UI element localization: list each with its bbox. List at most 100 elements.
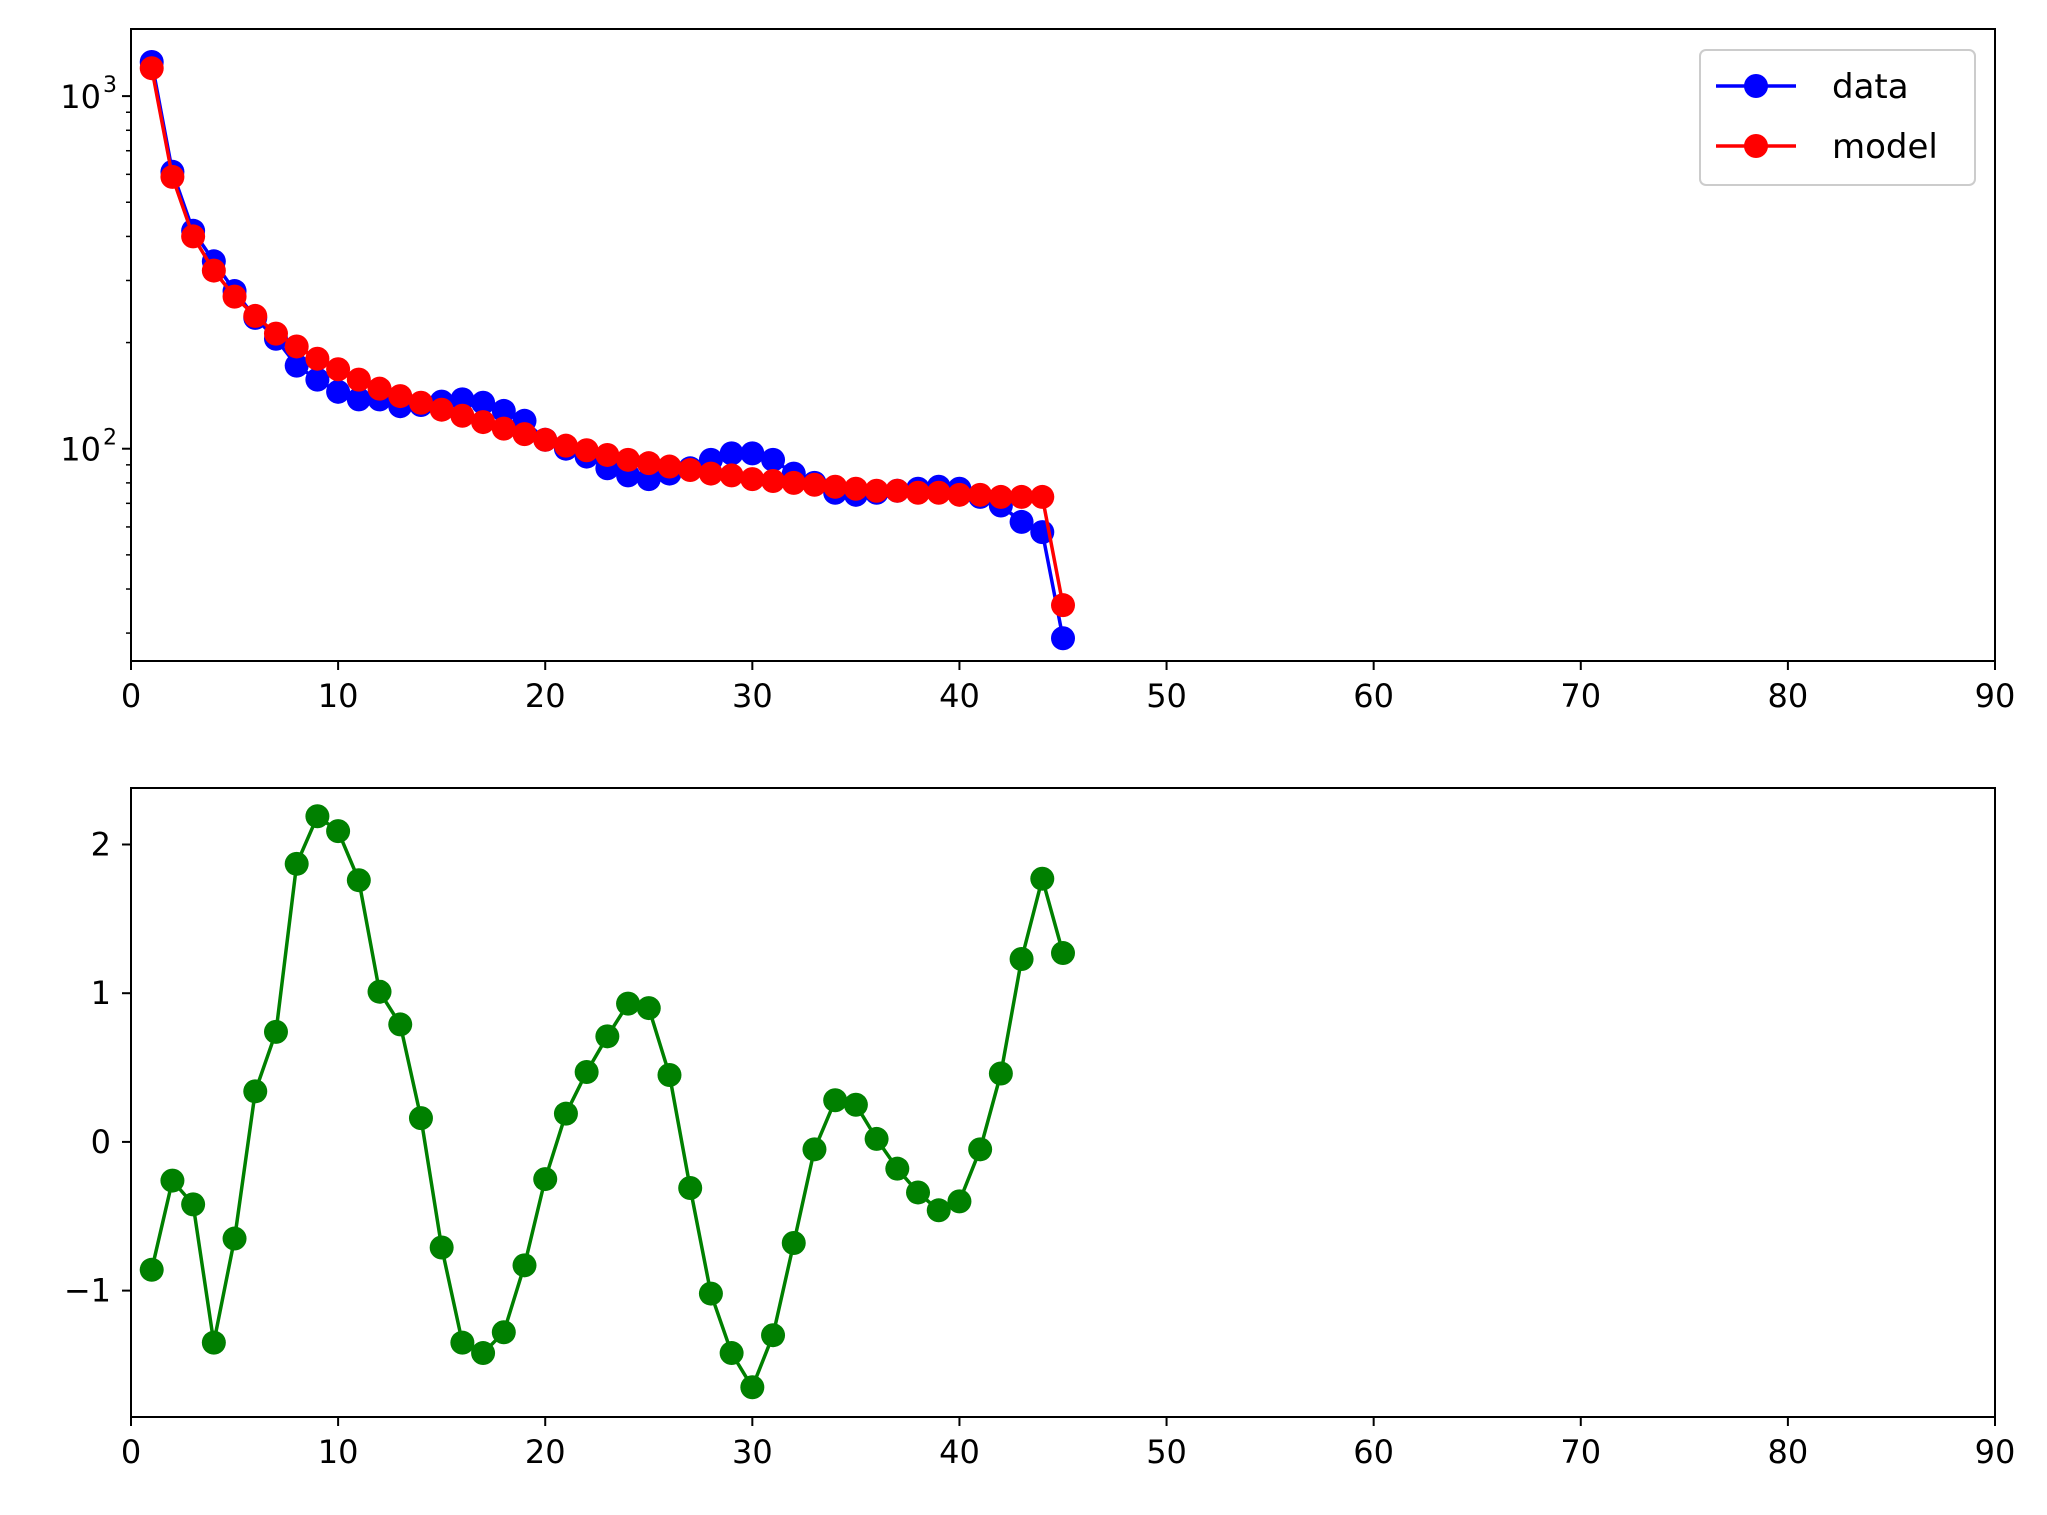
y-tick-label: 1 (91, 974, 111, 1012)
data-point-model (305, 346, 330, 371)
data-point-model (1009, 484, 1034, 509)
data-point-series-0 (1009, 947, 1034, 972)
data-point-series-0 (181, 1192, 206, 1217)
x-tick-label: 30 (732, 677, 773, 715)
data-point-data (491, 398, 516, 423)
data-point-data (284, 353, 309, 378)
axes-frame (130, 28, 1996, 662)
data-point-model (843, 476, 868, 501)
legend-marker-data (1744, 74, 1768, 98)
data-point-model (719, 463, 744, 488)
x-tick-label: 80 (1768, 1433, 1809, 1471)
data-point-series-0 (719, 1341, 744, 1366)
data-point-series-0 (263, 1019, 288, 1044)
data-point-series-0 (988, 1061, 1013, 1086)
data-point-series-0 (346, 868, 371, 893)
data-point-data (346, 387, 371, 412)
data-point-series-0 (429, 1235, 454, 1260)
legend-box (1699, 49, 1976, 186)
data-point-series-0 (1030, 866, 1055, 891)
data-point-model (533, 427, 558, 452)
data-point-series-0 (843, 1092, 868, 1117)
data-point-series-0 (243, 1079, 268, 1104)
data-point-model (595, 442, 620, 467)
data-point-model (243, 303, 268, 328)
data-point-series-0 (305, 804, 330, 829)
x-tick-label: 10 (318, 1433, 359, 1471)
x-tick-label: 40 (939, 1433, 980, 1471)
data-point-series-0 (864, 1126, 889, 1151)
x-tick-label: 20 (525, 1433, 566, 1471)
data-point-series-0 (616, 991, 641, 1016)
data-point-model (553, 433, 578, 458)
y-tick-label: 10 (60, 78, 101, 116)
plot-area (139, 804, 1075, 1400)
data-point-series-0 (284, 851, 309, 876)
data-point-data (471, 390, 496, 415)
data-point-series-0 (553, 1101, 578, 1126)
data-point-data (1009, 509, 1034, 534)
y-tick-label: 2 (91, 826, 111, 864)
data-point-series-0 (160, 1168, 185, 1193)
data-point-model (346, 367, 371, 392)
x-tick-label: 40 (939, 677, 980, 715)
legend-marker-model (1744, 134, 1768, 158)
data-point-model (823, 474, 848, 499)
data-point-model (1051, 593, 1075, 618)
data-point-model (698, 461, 723, 486)
data-point-model (781, 470, 806, 495)
data-point-model (988, 484, 1013, 509)
data-point-model (388, 384, 413, 409)
data-point-model (512, 422, 537, 447)
data-point-series-0 (388, 1012, 413, 1037)
data-point-series-0 (761, 1323, 786, 1348)
x-tick-label: 30 (732, 1433, 773, 1471)
data-point-model (491, 416, 516, 441)
data-point-model (906, 480, 931, 505)
data-point-series-0 (512, 1253, 537, 1278)
data-point-model (367, 376, 392, 401)
data-point-data (761, 447, 786, 472)
data-point-series-0 (968, 1137, 993, 1162)
data-point-series-0 (491, 1320, 516, 1345)
x-tick-label: 50 (1146, 677, 1187, 715)
data-point-series-0 (657, 1062, 682, 1087)
data-point-data (305, 367, 330, 392)
x-tick-label: 50 (1146, 1433, 1187, 1471)
y-tick-label: 10 (60, 431, 101, 469)
data-point-model (678, 458, 703, 483)
data-point-model (263, 321, 288, 346)
data-point-series-0 (201, 1330, 226, 1355)
data-point-model (450, 403, 475, 428)
data-point-series-0 (906, 1180, 931, 1205)
data-point-model (326, 357, 351, 382)
data-point-series-0 (823, 1088, 848, 1113)
data-point-series-0 (326, 819, 351, 844)
data-point-data (719, 441, 744, 466)
x-tick-label: 60 (1353, 677, 1394, 715)
data-point-model (181, 224, 206, 249)
data-point-model (926, 480, 951, 505)
data-point-series-0 (450, 1330, 475, 1355)
data-point-data (740, 441, 765, 466)
data-point-series-0 (408, 1106, 433, 1131)
data-point-model (947, 482, 972, 507)
bottom-subplot-line-chart: 0 10 20 30 40 50 60 70 80 90 −1 0 1 2 (64, 787, 2015, 1471)
data-point-series-0 (947, 1189, 972, 1214)
data-point-series-0 (533, 1167, 558, 1192)
data-point-series-0 (926, 1198, 951, 1223)
plot-area (139, 49, 1075, 651)
data-point-series-0 (139, 1257, 164, 1282)
x-tick-label: 70 (1560, 1433, 1601, 1471)
data-point-series-0 (885, 1156, 910, 1181)
y-tick-label-exponent: 2 (103, 426, 117, 451)
data-point-model (429, 397, 454, 422)
data-point-model (968, 482, 993, 507)
data-point-series-0 (802, 1137, 827, 1162)
axes-frame (130, 787, 1996, 1418)
data-point-series-0 (678, 1176, 703, 1201)
data-point-model (574, 438, 599, 463)
